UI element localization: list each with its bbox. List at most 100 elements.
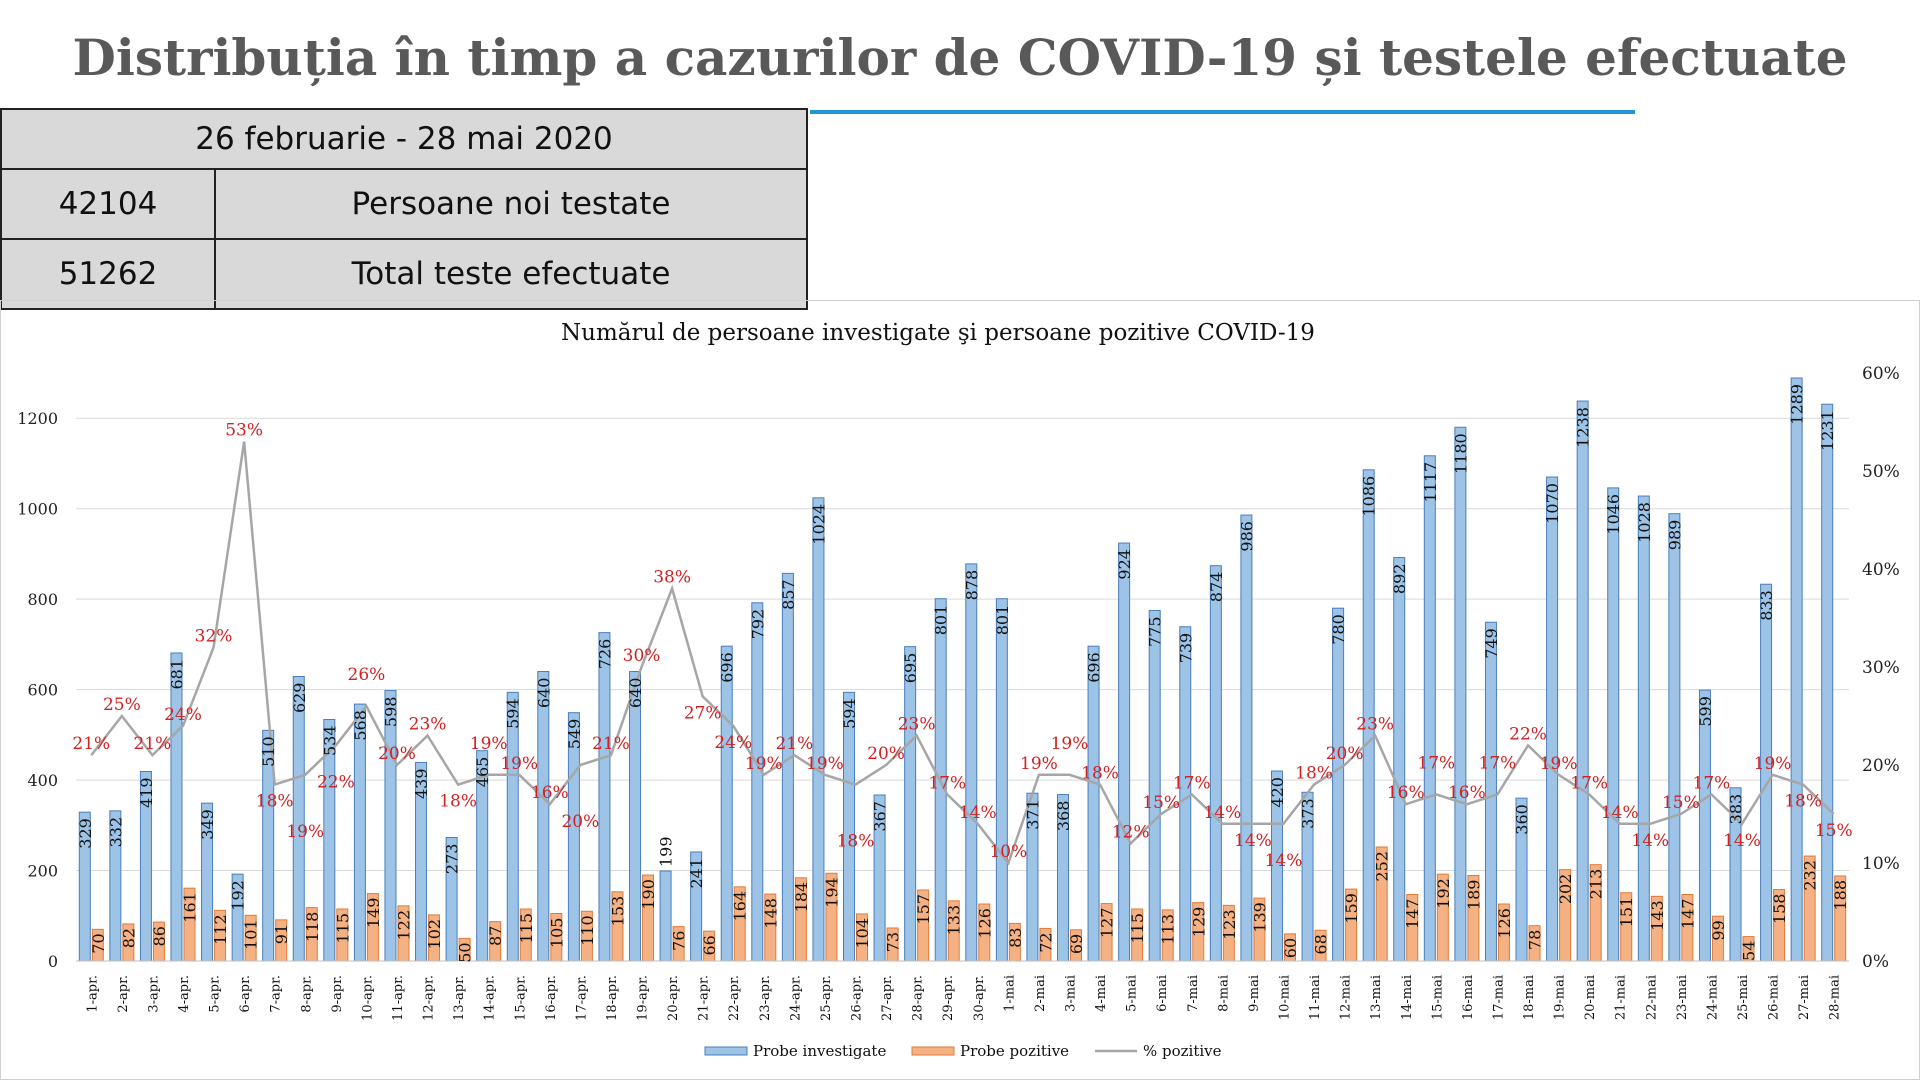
left-tick-label: 800	[27, 590, 58, 609]
category-label: 11-apr.	[391, 975, 406, 1021]
pct-label: 14%	[1631, 831, 1669, 851]
category-label: 11-mai	[1308, 975, 1323, 1020]
bar-value-label: 273	[443, 844, 462, 875]
category-label: 23-apr.	[758, 975, 773, 1021]
bar-value-label: 122	[394, 910, 413, 941]
bar-value-label: 439	[412, 768, 431, 799]
bar-value-label: 892	[1390, 564, 1409, 595]
bar-value-label: 82	[119, 928, 138, 948]
bar-value-label: 749	[1482, 628, 1501, 659]
bar-value-label: 115	[1128, 913, 1147, 944]
bar-value-label: 70	[89, 933, 108, 953]
bar-value-label: 360	[1513, 804, 1532, 835]
category-label: 20-mai	[1583, 975, 1598, 1020]
pct-label: 17%	[1173, 773, 1211, 793]
pct-label: 27%	[684, 703, 722, 723]
bar-value-label: 149	[364, 898, 383, 929]
legend-label: Probe investigate	[753, 1042, 886, 1060]
bar-value-label: 113	[1159, 914, 1178, 945]
pct-label: 12%	[1112, 822, 1150, 842]
bar-value-label: 599	[1696, 696, 1715, 727]
category-label: 1-apr.	[85, 975, 100, 1013]
bar-value-label: 878	[962, 570, 981, 601]
category-label: 9-mai	[1247, 975, 1262, 1012]
bar-value-label: 1231	[1818, 410, 1837, 451]
bar-value-label: 68	[1312, 934, 1331, 954]
category-label: 3-mai	[1063, 975, 1078, 1012]
left-tick-label: 200	[27, 862, 58, 881]
pct-label: 32%	[195, 626, 233, 646]
pct-label: 15%	[1815, 821, 1853, 841]
page-title: Distribuția în timp a cazurilor de COVID…	[72, 28, 1848, 87]
category-label: 13-apr.	[452, 975, 467, 1021]
pct-label: 16%	[1448, 783, 1486, 803]
bar-value-label: 696	[718, 652, 737, 683]
category-label: 21-apr.	[697, 975, 712, 1021]
bar-value-label: 833	[1757, 590, 1776, 621]
category-label: 14-apr.	[483, 975, 498, 1021]
category-label: 4-mai	[1094, 975, 1109, 1012]
pct-label: 21%	[72, 734, 110, 754]
category-label: 4-apr.	[177, 975, 192, 1013]
category-label: 2-mai	[1033, 975, 1048, 1012]
category-label: 26-apr.	[850, 975, 865, 1021]
pct-label: 19%	[470, 734, 508, 754]
pct-label: 14%	[959, 803, 997, 823]
right-tick-label: 40%	[1862, 560, 1900, 580]
bar-value-label: 989	[1665, 520, 1684, 551]
bar-probe-investigate	[1821, 403, 1834, 962]
bar-value-label: 91	[272, 924, 291, 944]
bar-value-label: 924	[1115, 549, 1134, 580]
category-label: 17-apr.	[574, 975, 589, 1021]
bar-probe-investigate	[1209, 565, 1222, 962]
category-label: 2-apr.	[116, 975, 131, 1013]
pct-label: 38%	[653, 568, 691, 588]
bar-probe-investigate	[965, 563, 978, 962]
pct-label: 20%	[378, 744, 416, 764]
pct-label: 14%	[1234, 831, 1272, 851]
category-label: 20-apr.	[666, 975, 681, 1021]
bar-value-label: 549	[565, 719, 584, 750]
left-tick-label: 600	[27, 681, 58, 700]
pct-label: 14%	[1203, 803, 1241, 823]
category-label: 23-mai	[1675, 975, 1690, 1020]
bar-value-label: 1086	[1360, 476, 1379, 517]
pct-label: 22%	[317, 772, 355, 792]
bar-value-label: 105	[547, 918, 566, 949]
pct-label: 19%	[745, 754, 783, 774]
pct-label: 19%	[1540, 754, 1578, 774]
right-tick-label: 30%	[1862, 658, 1900, 678]
bar-value-label: 86	[150, 926, 169, 946]
category-label: 25-apr.	[819, 975, 834, 1021]
bar-value-label: 118	[303, 912, 322, 943]
bar-value-label: 112	[211, 914, 230, 945]
bar-probe-investigate	[629, 671, 642, 962]
category-label: 24-mai	[1705, 975, 1720, 1020]
category-label: 29-apr.	[941, 975, 956, 1021]
bar-value-label: 371	[1023, 799, 1042, 830]
bar-probe-investigate	[1148, 609, 1161, 962]
bar-value-label: 1180	[1451, 433, 1470, 474]
bar-value-label: 252	[1373, 851, 1392, 882]
category-label: 18-mai	[1522, 975, 1537, 1020]
pct-label: 14%	[1723, 831, 1761, 851]
pct-label: 18%	[1081, 764, 1119, 784]
pct-label: 17%	[1693, 773, 1731, 793]
bar-value-label: 190	[639, 879, 658, 910]
bar-value-label: 792	[748, 609, 767, 640]
bar-value-label: 60	[1281, 938, 1300, 958]
summary-table: 26 februarie - 28 mai 2020 42104 Persoane…	[0, 108, 808, 310]
bar-value-label: 151	[1617, 897, 1636, 928]
bar-value-label: 133	[945, 905, 964, 936]
bar-probe-investigate	[1240, 514, 1253, 962]
bar-value-label: 465	[473, 757, 492, 788]
summary-label: Persoane noi testate	[214, 168, 808, 240]
bar-value-label: 695	[901, 653, 920, 684]
right-tick-label: 0%	[1862, 952, 1889, 972]
category-label: 8-apr.	[299, 975, 314, 1013]
category-label: 14-mai	[1400, 975, 1415, 1020]
category-label: 21-mai	[1614, 975, 1629, 1020]
bar-value-label: 534	[320, 725, 339, 756]
bar-value-label: 594	[504, 698, 523, 729]
bar-value-label: 101	[242, 919, 261, 950]
